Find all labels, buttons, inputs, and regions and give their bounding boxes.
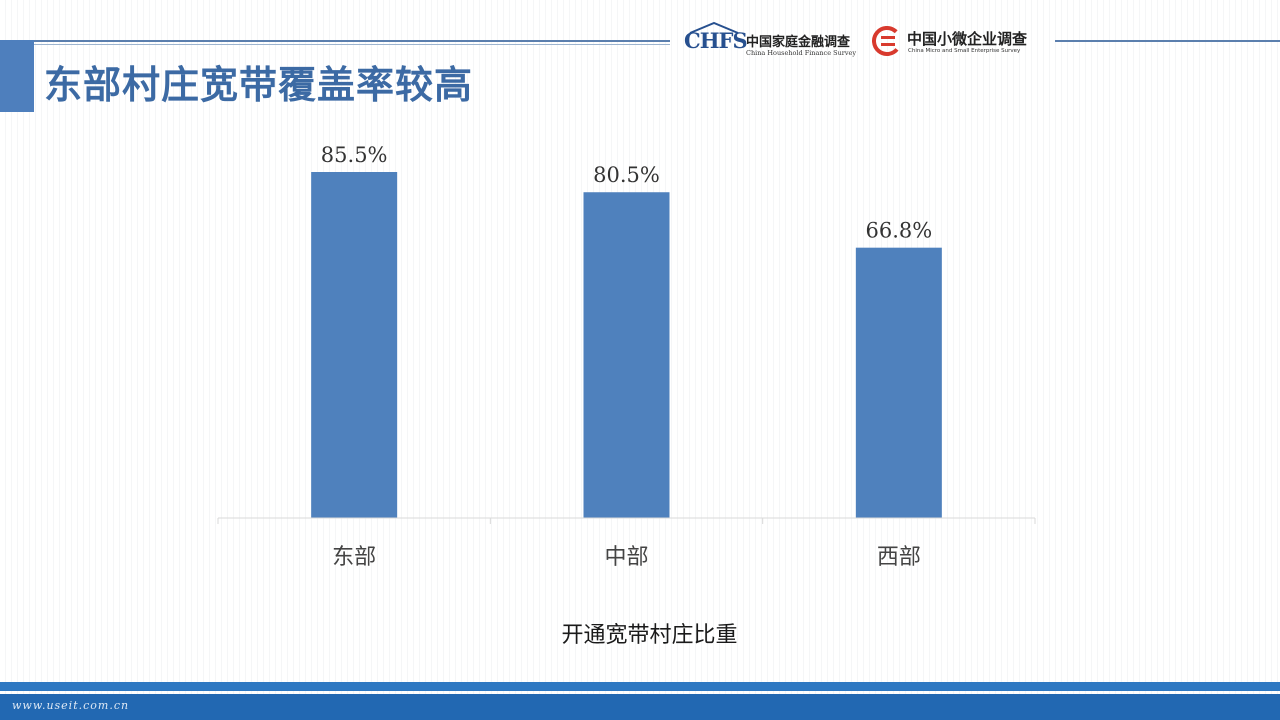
- cmses-name-cn: 中国小微企业调查: [907, 30, 1028, 48]
- category-label: 中部: [604, 545, 648, 570]
- chfs-abbr: CHFS: [684, 28, 748, 53]
- enterprise-survey-logo-icon: [872, 26, 902, 56]
- chfs-name-cn: 中国家庭金融调查: [746, 35, 851, 50]
- x-axis-title: 开通宽带村庄比重: [561, 623, 737, 648]
- bar-1: [311, 172, 398, 518]
- header-rule-thin: [34, 44, 670, 45]
- footer-url: www.useit.com.cn: [12, 699, 130, 712]
- slide-title: 东部村庄宽带覆盖率较高: [44, 63, 474, 107]
- house-roof-icon: [689, 22, 739, 34]
- chfs-logo: CHFS 中国家庭金融调查 China Household Finance Su…: [684, 22, 859, 62]
- cmses-logo: 中国小微企业调查 China Micro and Small Enterpris…: [872, 24, 1052, 60]
- data-label: 80.5%: [593, 163, 660, 187]
- title-accent-bar: [0, 40, 34, 112]
- data-label: 66.8%: [865, 219, 932, 243]
- bar-2: [583, 192, 670, 518]
- chfs-name-en: China Household Finance Survey: [746, 49, 857, 57]
- header-rule-right: [1055, 40, 1280, 42]
- bar-3: [855, 247, 942, 518]
- footer-band-top: [0, 682, 1280, 691]
- category-label: 东部: [332, 545, 376, 570]
- footer-band: [0, 694, 1280, 720]
- header-rule: [34, 40, 670, 42]
- cmses-name-en: China Micro and Small Enterprise Survey: [908, 48, 1021, 54]
- data-label: 85.5%: [321, 143, 388, 167]
- category-label: 西部: [877, 545, 921, 570]
